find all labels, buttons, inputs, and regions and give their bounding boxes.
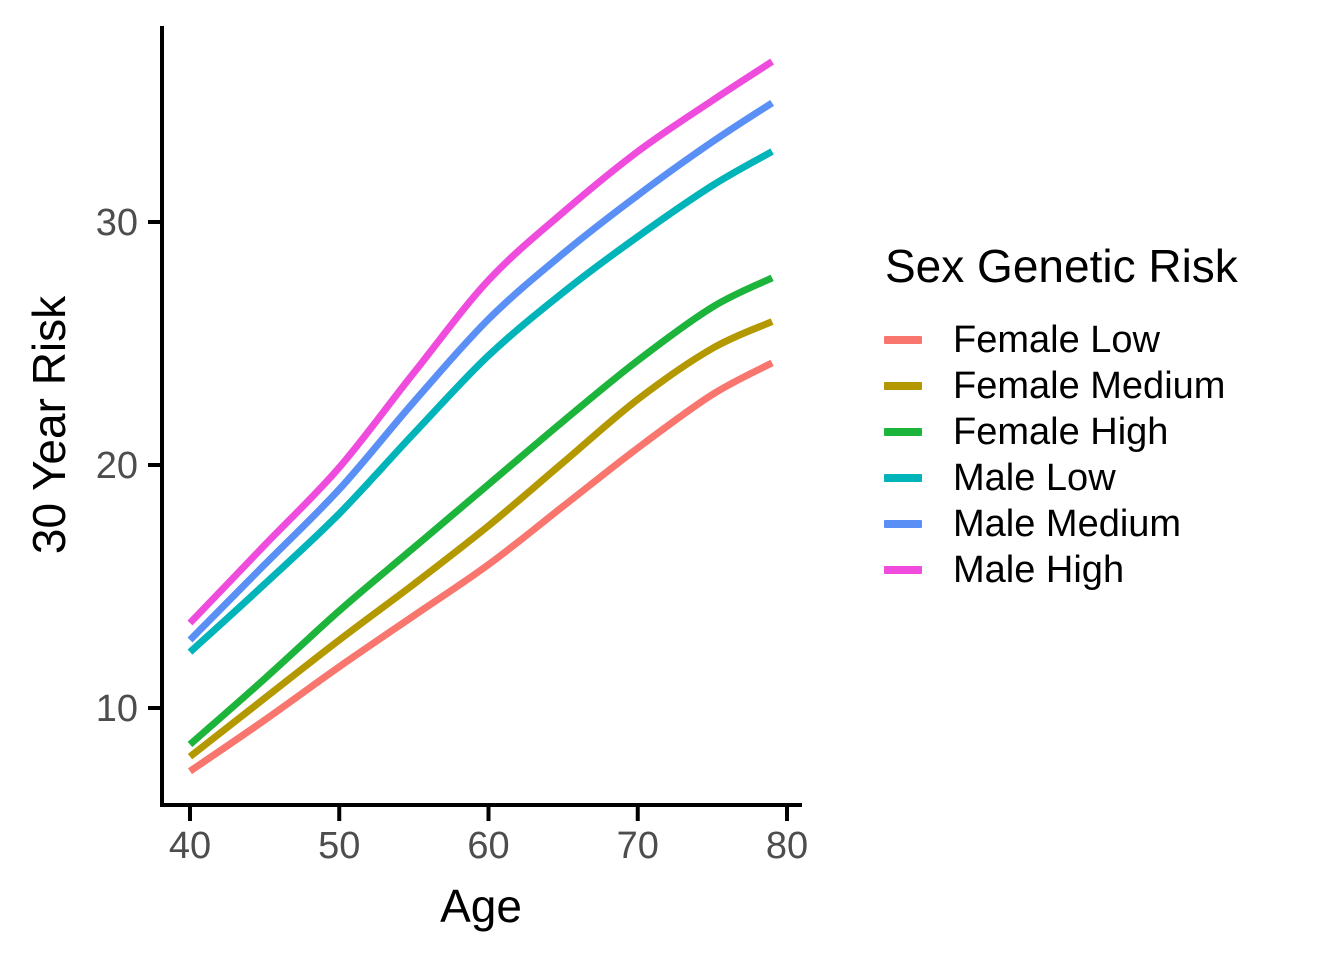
legend-label: Female Low (953, 319, 1160, 361)
legend-label: Male Medium (953, 503, 1182, 545)
x-tick-label: 80 (766, 825, 808, 867)
y-tick-label: 20 (96, 445, 138, 487)
legend-label: Male Low (953, 457, 1116, 499)
legend-item-male-high: Male High (884, 547, 1225, 593)
x-tick-label: 40 (169, 825, 211, 867)
series-line-female-high (187, 274, 774, 748)
legend-item-male-medium: Male Medium (884, 501, 1225, 547)
x-axis-title: Age (440, 880, 522, 932)
series-line-male-low (187, 148, 774, 655)
x-tick-label: 60 (467, 825, 509, 867)
legend-label: Male High (953, 549, 1125, 591)
legend: Female Low Female Medium Female High Male L… (884, 317, 1225, 593)
series-line-female-medium (187, 318, 774, 760)
series-line-male-high (187, 58, 775, 626)
legend-swatch (884, 520, 922, 528)
legend-swatch (884, 566, 922, 574)
legend-item-female-low: Female Low (884, 317, 1225, 363)
y-tick-label: 10 (96, 688, 138, 730)
y-tick-label: 30 (96, 202, 138, 244)
legend-label: Female Medium (953, 365, 1226, 407)
legend-swatch (884, 382, 922, 390)
legend-label: Female High (953, 411, 1169, 453)
x-tick-label: 50 (318, 825, 360, 867)
legend-swatch (884, 428, 922, 436)
x-tick-label: 70 (617, 825, 659, 867)
legend-item-male-low: Male Low (884, 455, 1225, 501)
series-line-male-medium (187, 99, 775, 643)
legend-item-female-medium: Female Medium (884, 363, 1225, 409)
legend-item-female-high: Female High (884, 409, 1225, 455)
legend-swatch (884, 474, 922, 482)
y-axis-title: 30 Year Risk (23, 295, 75, 555)
legend-title: Sex Genetic Risk (885, 240, 1238, 292)
legend-swatch (884, 336, 922, 344)
series-line-female-low (188, 359, 774, 775)
